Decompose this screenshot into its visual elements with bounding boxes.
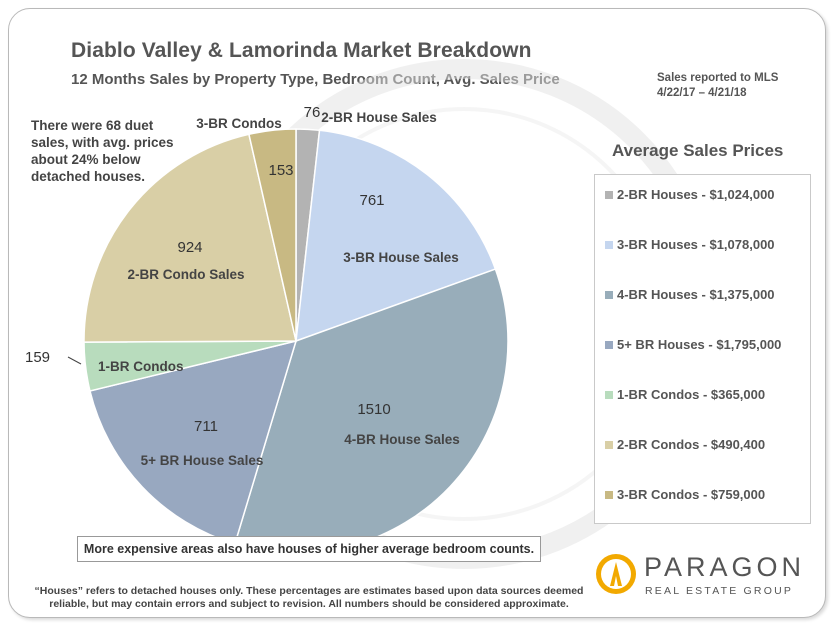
chart-title: Diablo Valley & Lamorinda Market Breakdo…	[71, 39, 532, 62]
slice-value-label: 76	[304, 104, 321, 121]
slice-value-label: 159	[25, 349, 50, 366]
legend-item: 3-BR Houses - $1,078,000	[605, 237, 775, 252]
legend-swatch	[605, 341, 613, 349]
slice-value-label: 924	[177, 239, 202, 256]
slice-value-label: 153	[268, 162, 293, 179]
mls-note-line1: Sales reported to MLS	[657, 72, 779, 84]
slice-name-label: 1-BR Condos	[98, 359, 184, 374]
legend-label: 3-BR Houses - $1,078,000	[617, 237, 775, 252]
legend-label: 2-BR Houses - $1,024,000	[617, 187, 775, 202]
legend-swatch	[605, 241, 613, 249]
pie-chart: 76 2-BR House Sales 761 3-BR House Sales 151…	[25, 59, 719, 569]
slice-name-label: 3-BR House Sales	[343, 250, 459, 265]
legend-item: 5+ BR Houses - $1,795,000	[605, 337, 781, 352]
legend-label: 2-BR Condos - $490,400	[617, 437, 766, 452]
slice-name-label: 3-BR Condos	[196, 116, 282, 131]
slice-value-label: 761	[359, 192, 384, 209]
legend-label: 4-BR Houses - $1,375,000	[617, 287, 775, 302]
legend-swatch	[605, 191, 613, 199]
legend-item: 2-BR Condos - $490,400	[605, 437, 765, 452]
legend-label: 1-BR Condos - $365,000	[617, 387, 766, 402]
legend-item: 3-BR Condos - $759,000	[605, 487, 765, 502]
slice-name-label: 2-BR House Sales	[321, 110, 437, 125]
paragon-logo: PARAGON REAL ESTATE GROUP	[592, 552, 812, 600]
slice-value-label: 711	[194, 418, 218, 435]
slice-name-label: 5+ BR House Sales	[141, 453, 264, 468]
legend-label: 3-BR Condos - $759,000	[617, 487, 766, 502]
mls-note-line2: 4/22/17 – 4/21/18	[657, 87, 747, 99]
logo-mark-icon	[596, 554, 636, 594]
legend-label: 5+ BR Houses - $1,795,000	[617, 337, 782, 352]
pie-slice-3-br-condos	[248, 128, 297, 342]
logo-subtitle: REAL ESTATE GROUP	[645, 585, 794, 597]
slice-name-label: 2-BR Condo Sales	[127, 267, 244, 282]
disclaimer: “Houses” refers to detached houses only.…	[34, 585, 584, 610]
slice-name-label: 4-BR House Sales	[344, 432, 460, 447]
pie-slice-3-br-house-sales	[295, 129, 497, 343]
pie-slice-2-br-condo-sales	[83, 133, 297, 343]
legend-swatch	[605, 291, 613, 299]
legend-title: Average Sales Prices	[612, 141, 784, 160]
legend-swatch	[605, 491, 613, 499]
logo-name: PARAGON	[644, 552, 806, 582]
legend-swatch	[605, 441, 613, 449]
leader-line-1br	[67, 356, 82, 365]
mls-note: Sales reported to MLS 4/22/17 – 4/21/18	[657, 71, 778, 101]
legend-item: 2-BR Houses - $1,024,000	[605, 187, 775, 202]
legend-swatch	[605, 391, 613, 399]
bedroom-count-note: More expensive areas also have houses of…	[77, 536, 541, 562]
legend-item: 1-BR Condos - $365,000	[605, 387, 765, 402]
duet-note: There were 68 duet sales, with avg. pric…	[31, 118, 174, 184]
legend: 2-BR Houses - $1,024,000 3-BR Houses - $1…	[594, 174, 811, 524]
slice-value-label: 1510	[357, 401, 390, 418]
legend-item: 4-BR Houses - $1,375,000	[605, 287, 775, 302]
chart-card: Diablo Valley & Lamorinda Market Breakdo…	[8, 8, 826, 618]
